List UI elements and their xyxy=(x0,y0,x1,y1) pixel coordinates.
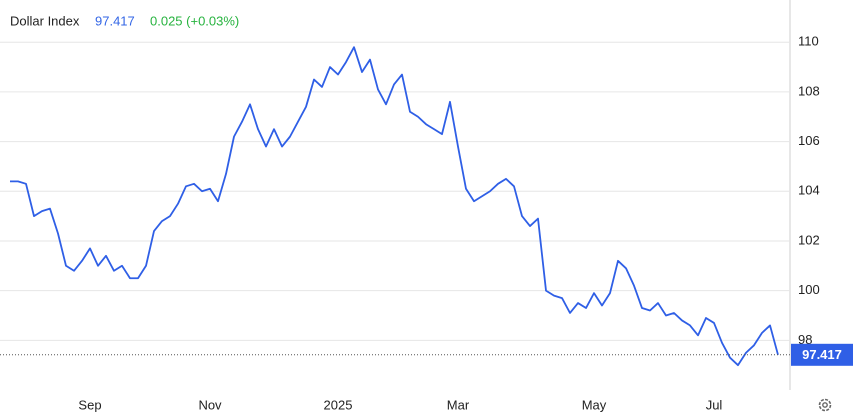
x-tick-label: 2025 xyxy=(324,397,353,412)
settings-icon[interactable] xyxy=(818,398,832,412)
last-price-badge xyxy=(791,343,853,366)
y-tick-label: 102 xyxy=(798,232,820,247)
price-line xyxy=(10,46,779,367)
y-tick-label: 98 xyxy=(798,332,812,347)
x-tick-label: Jul xyxy=(706,397,723,412)
y-tick-label: 108 xyxy=(798,83,820,98)
x-tick-label: Mar xyxy=(447,397,470,412)
y-tick-label: 100 xyxy=(798,282,820,297)
x-tick-label: Nov xyxy=(198,397,222,412)
chart-title: Dollar Index xyxy=(10,13,80,28)
y-tick-label: 104 xyxy=(798,183,820,198)
change: 0.025 (+0.03%) xyxy=(150,13,239,28)
y-tick-label: 106 xyxy=(798,133,820,148)
x-tick-label: May xyxy=(582,397,607,412)
y-tick-label: 110 xyxy=(798,34,819,49)
last-price-label: 97.417 xyxy=(802,347,842,362)
x-tick-label: Sep xyxy=(78,397,101,412)
price: 97.417 xyxy=(95,13,135,28)
